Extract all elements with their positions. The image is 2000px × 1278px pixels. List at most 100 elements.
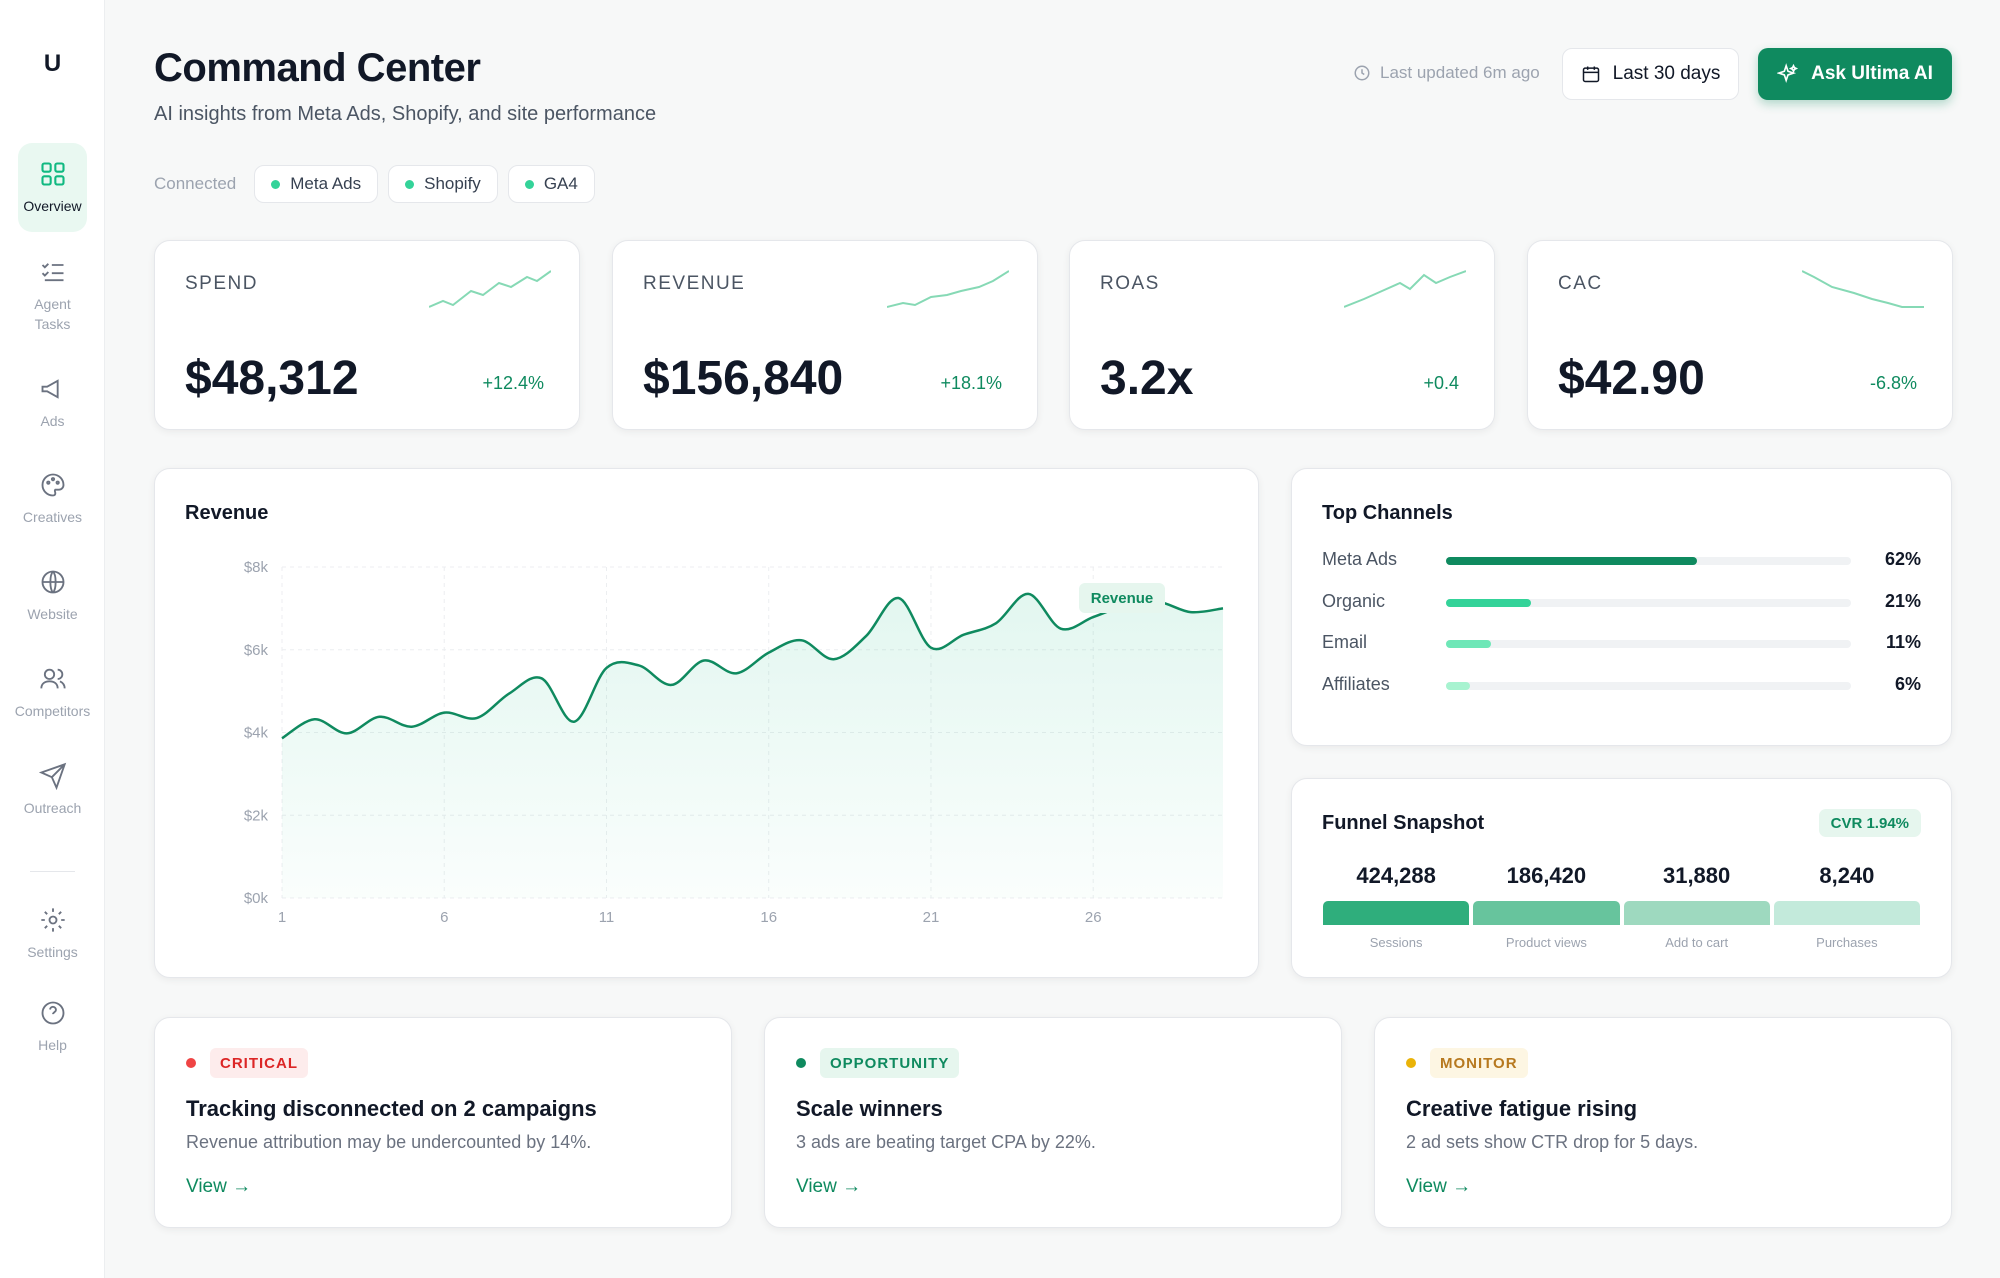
y-tick-label: $6k: [244, 642, 269, 659]
bar: [1446, 681, 1471, 690]
divider: [30, 871, 75, 872]
kpi-change: +0.4: [1423, 373, 1459, 393]
icon: [40, 162, 65, 186]
card-title: Top Channels: [1322, 502, 1453, 524]
page-title: Command Center: [154, 46, 481, 90]
nav-item[interactable]: Agent Tasks: [0, 258, 105, 334]
alert-title: Creative fatigue rising: [1406, 1096, 1638, 1121]
value-label: 21%: [1884, 590, 1921, 611]
kpi-value: $156,840: [643, 352, 844, 405]
nav-item[interactable]: Outreach: [0, 762, 105, 818]
nav-item[interactable]: Settings: [0, 906, 105, 962]
nav-label: Ads: [40, 413, 65, 429]
button-label: Last 30 days: [1612, 63, 1721, 84]
kpi-value: $42.90: [1558, 352, 1705, 405]
icon: [41, 473, 64, 497]
alert-link[interactable]: View →: [186, 1176, 252, 1197]
x-tick-label: 26: [1085, 909, 1102, 926]
kpi-label: CAC: [1558, 273, 1603, 294]
kpi-change: +12.4%: [482, 373, 544, 393]
nav-item[interactable]: Overview: [0, 160, 105, 216]
legend-label: Revenue: [1091, 590, 1154, 607]
kpi-change: +18.1%: [940, 373, 1002, 393]
stage-value: 31,880: [1662, 863, 1731, 888]
x-tick-label: 21: [923, 909, 940, 926]
sparkline: [1802, 270, 1924, 308]
kpi-label: ROAS: [1100, 273, 1160, 294]
source-name: Meta Ads: [290, 174, 362, 193]
y-tick-label: $8k: [244, 559, 269, 576]
icon: [1777, 63, 1799, 84]
kpi-label: SPEND: [185, 273, 258, 294]
bar: [1446, 598, 1532, 607]
bar-track: [1446, 681, 1851, 690]
alert-text: Revenue attribution may be undercounted …: [186, 1132, 592, 1152]
sparkline: [887, 270, 1009, 308]
sidebar: U Overview Agent Tasks Ads Creatives Web…: [0, 0, 105, 1278]
source-pill[interactable]: GA4: [507, 165, 595, 203]
bar-track: [1446, 640, 1851, 648]
icon: [41, 1001, 64, 1025]
nav-item[interactable]: Creatives: [0, 471, 105, 527]
sparkline: [429, 270, 551, 308]
source-name: GA4: [543, 174, 578, 193]
alert-link[interactable]: View →: [796, 1176, 862, 1197]
date-range-button[interactable]: Last 30 days: [1562, 48, 1739, 100]
funnel-stage: 31,880 Add to cart: [1623, 863, 1770, 950]
nav-label: Help: [38, 1037, 67, 1053]
kpi-card: SPEND $48,312 +12.4%: [154, 240, 580, 430]
icon: [38, 762, 66, 790]
stage-bar: [1323, 901, 1470, 925]
alert-title: Scale winners: [796, 1096, 943, 1121]
alert-card: OPPORTUNITY Scale winners 3 ads are beat…: [764, 1017, 1342, 1228]
x-tick-label: 11: [599, 909, 615, 926]
connected-label: Connected: [154, 174, 237, 193]
button-label: Ask Ultima AI: [1811, 63, 1933, 84]
funnel-stages: 424,288 Sessions 186,420 Product views 31,…: [1323, 863, 1920, 950]
alert-tag: OPPORTUNITY: [820, 1048, 960, 1078]
nav-label: Agent Tasks: [34, 296, 71, 332]
kpi-label: REVENUE: [643, 273, 746, 294]
stage-label: Sessions: [1369, 935, 1423, 950]
icon: [41, 263, 63, 282]
stage-label: Add to cart: [1665, 935, 1729, 950]
bar-track: [1446, 598, 1851, 607]
kpi-card: CAC $42.90 -6.8%: [1527, 240, 1953, 430]
alert-title: Tracking disconnected on 2 campaigns: [186, 1096, 597, 1121]
connected-row: Connected Meta Ads Shopify GA4: [154, 165, 605, 203]
nav-label: Website: [27, 606, 78, 622]
icon: [1582, 66, 1599, 83]
updated-text: Last updated 6m ago: [1380, 63, 1540, 82]
ask-ai-button[interactable]: Ask Ultima AI: [1758, 48, 1952, 100]
last-updated: Last updated 6m ago: [1353, 63, 1540, 83]
bar: [1446, 640, 1491, 648]
card-title: Funnel Snapshot: [1322, 812, 1485, 834]
alert-link[interactable]: View →: [1406, 1176, 1472, 1197]
logo[interactable]: U: [43, 50, 62, 77]
nav-item[interactable]: Ads: [0, 375, 105, 431]
value-label: 11%: [1885, 632, 1921, 652]
funnel-stage: 186,420 Product views: [1473, 863, 1620, 950]
x-tick-label: 6: [440, 909, 448, 926]
channel-label: Organic: [1322, 590, 1386, 611]
alert-text: 3 ads are beating target CPA by 22%.: [796, 1132, 1096, 1152]
legend-bg: [1079, 583, 1165, 613]
kpi-card: REVENUE $156,840 +18.1%: [612, 240, 1038, 430]
alert-card: CRITICAL Tracking disconnected on 2 camp…: [154, 1017, 732, 1228]
nav-label: Settings: [27, 944, 78, 960]
x-tick-label: 16: [760, 909, 777, 926]
nav-active-bg: [18, 143, 87, 232]
sparkline: [1344, 270, 1466, 308]
revenue-card: Revenue $0k $2k $4k $6k $8k 1 6 11 16 21 26 Revenue: [154, 468, 1259, 978]
area: [282, 593, 1223, 898]
source-pill[interactable]: Meta Ads: [254, 165, 379, 203]
kpi-value: 3.2x: [1100, 352, 1194, 405]
nav-item[interactable]: Competitors: [0, 665, 105, 721]
source-pill[interactable]: Shopify: [388, 165, 498, 203]
kpi-change: -6.8%: [1869, 373, 1917, 393]
nav-item[interactable]: Help: [0, 999, 105, 1055]
source-name: Shopify: [424, 174, 481, 193]
channel-label: Meta Ads: [1322, 549, 1398, 569]
nav-item[interactable]: Website: [0, 568, 105, 624]
icon: [41, 570, 64, 594]
